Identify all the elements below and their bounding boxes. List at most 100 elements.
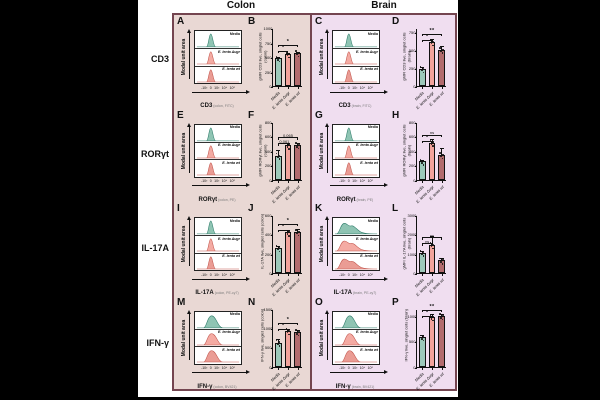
y-tick-label: 1000 (407, 251, 417, 257)
flow-x-axis-label: CD3(brain, FITC) (338, 103, 372, 109)
bar (438, 49, 445, 86)
data-point-dot (441, 157, 444, 160)
y-tick-label: 400 (264, 232, 272, 238)
data-point-dot (275, 245, 278, 247)
data-point-dot (277, 156, 279, 159)
x-tick (441, 274, 443, 277)
flow-cytometry-panel: Modal unit area Media E. lenta Δugr E. len… (178, 215, 256, 296)
error-bar-cap (420, 67, 425, 68)
cell-il17a-brain: K Modal unit area Media E. lenta Δugr E. l… (312, 202, 455, 297)
up-arrow-icon (325, 122, 329, 173)
flow-x-ticks: -10³ 0 10³ 10⁴ 10⁵ (339, 179, 373, 183)
y-tick-label: 500 (264, 55, 272, 60)
error-bar (431, 39, 433, 43)
histogram-sub: Media (195, 218, 241, 235)
x-tick (278, 180, 280, 183)
data-point-dot (440, 317, 442, 319)
error-bar (278, 246, 279, 249)
x-tick (278, 274, 280, 277)
data-point-dot (286, 233, 289, 235)
data-point-dot (295, 229, 297, 231)
x-tick (432, 180, 433, 183)
data-point-dot (440, 261, 442, 263)
data-point-dot (278, 60, 281, 63)
flow-cytometry-panel: Modal unit area Media E. lenta Δugr E. len… (178, 122, 256, 203)
flow-cytometry-panel: Modal unit area Media E. lenta Δugr E. len… (316, 215, 394, 296)
up-arrow-icon (325, 29, 329, 79)
data-point-dot (422, 251, 425, 254)
panel-letter: G (315, 109, 323, 121)
y-tick-label: 250 (408, 65, 416, 71)
y-tick-label: 0 (269, 364, 272, 370)
bar (284, 145, 292, 180)
bar (428, 245, 436, 273)
error-bar (431, 139, 433, 144)
right-arrow-icon (192, 276, 250, 281)
histogram-series-label: Media (229, 218, 240, 223)
cell-il17a-colon: I Modal unit area Media E. lenta Δugr E. l… (174, 202, 310, 297)
histogram-series-label: Media (229, 31, 240, 36)
up-arrow-icon (187, 122, 191, 173)
error-bar-cap (276, 246, 281, 247)
data-point-dot (441, 318, 444, 321)
data-point-dot (288, 52, 291, 55)
x-tick (432, 367, 433, 370)
y-tick (414, 122, 417, 124)
bar (438, 316, 445, 367)
error-bar-cap (439, 313, 444, 315)
data-point-dot (430, 245, 433, 248)
error-bar (287, 329, 289, 332)
histogram-sub: E. lenta wt (195, 65, 241, 83)
bar-chart-panel: gMFI IL-17A live, singlet cells (brain) … (400, 211, 450, 297)
x-tick (432, 274, 433, 277)
y-tick-label: 400 (264, 148, 272, 154)
error-bar-cap (295, 229, 300, 231)
sig-bracket-low: ns (422, 239, 432, 246)
data-point-dot (430, 42, 433, 45)
histogram-series-label: E. lenta Δugr (218, 236, 240, 241)
y-tick-label: 200 (264, 163, 272, 168)
data-point-dot (297, 147, 300, 150)
histogram-curve (196, 69, 240, 82)
histogram-sub: Media (195, 31, 241, 48)
histogram-series-label: Media (367, 125, 378, 129)
bar-chart-panel: IFN-γ live, singlet cells (colon) 0 500 10… (256, 305, 306, 391)
flow-x-ticks: -10³ 0 10³ 10⁴ 10⁵ (201, 272, 235, 277)
up-arrow-icon (187, 309, 191, 360)
y-tick-label: 1500 (263, 306, 273, 312)
x-tick (297, 367, 299, 370)
sig-bracket-low: * (278, 224, 288, 233)
brain-column: C Modal unit area Media E. lenta Δugr E. l… (312, 15, 455, 391)
y-tick-label: 0 (413, 84, 416, 89)
flow-x-axis-label: IL-17A(brain, PE-cy7) (333, 290, 377, 296)
y-tick (414, 342, 417, 344)
data-point-dot (422, 160, 425, 162)
y-tick (414, 50, 417, 52)
y-tick-label: 2000 (407, 232, 417, 238)
error-bar-cap (295, 143, 300, 144)
row-label-rorgt: RORγt (140, 149, 169, 159)
y-tick-label: 200 (264, 251, 272, 257)
data-point-dot (278, 250, 281, 253)
y-tick (270, 58, 273, 59)
bar (294, 231, 301, 273)
y-tick-label: 0 (413, 364, 416, 370)
sig-bracket-high: * (278, 317, 298, 326)
y-tick-label: 200 (408, 163, 416, 168)
right-arrow-icon (330, 183, 388, 187)
cell-rorgt-colon: E Modal unit area Media E. lenta Δugr E. l… (174, 109, 310, 204)
panel-letter: I (177, 203, 180, 214)
data-point-dot (278, 246, 281, 249)
x-tick (288, 180, 289, 183)
histogram-sub: E. lenta Δugr (195, 328, 241, 346)
panel-letter: F (248, 109, 255, 121)
y-tick (270, 328, 273, 330)
flow-y-axis-label: Modal unit area (319, 132, 325, 169)
histogram-sub: E. lenta Δugr (333, 328, 379, 346)
y-tick (270, 309, 273, 311)
flow-cytometry-panel: Modal unit area Media E. lenta Δugr E. len… (178, 309, 256, 390)
sig-bracket-low: * (422, 310, 432, 318)
error-bar-cap (276, 57, 281, 58)
bar-plot-area: 0 250 500 750 Media E. lenta Δugr E. lenta wt *… (409, 28, 446, 110)
flow-y-axis-label: Modal unit area (181, 132, 187, 169)
